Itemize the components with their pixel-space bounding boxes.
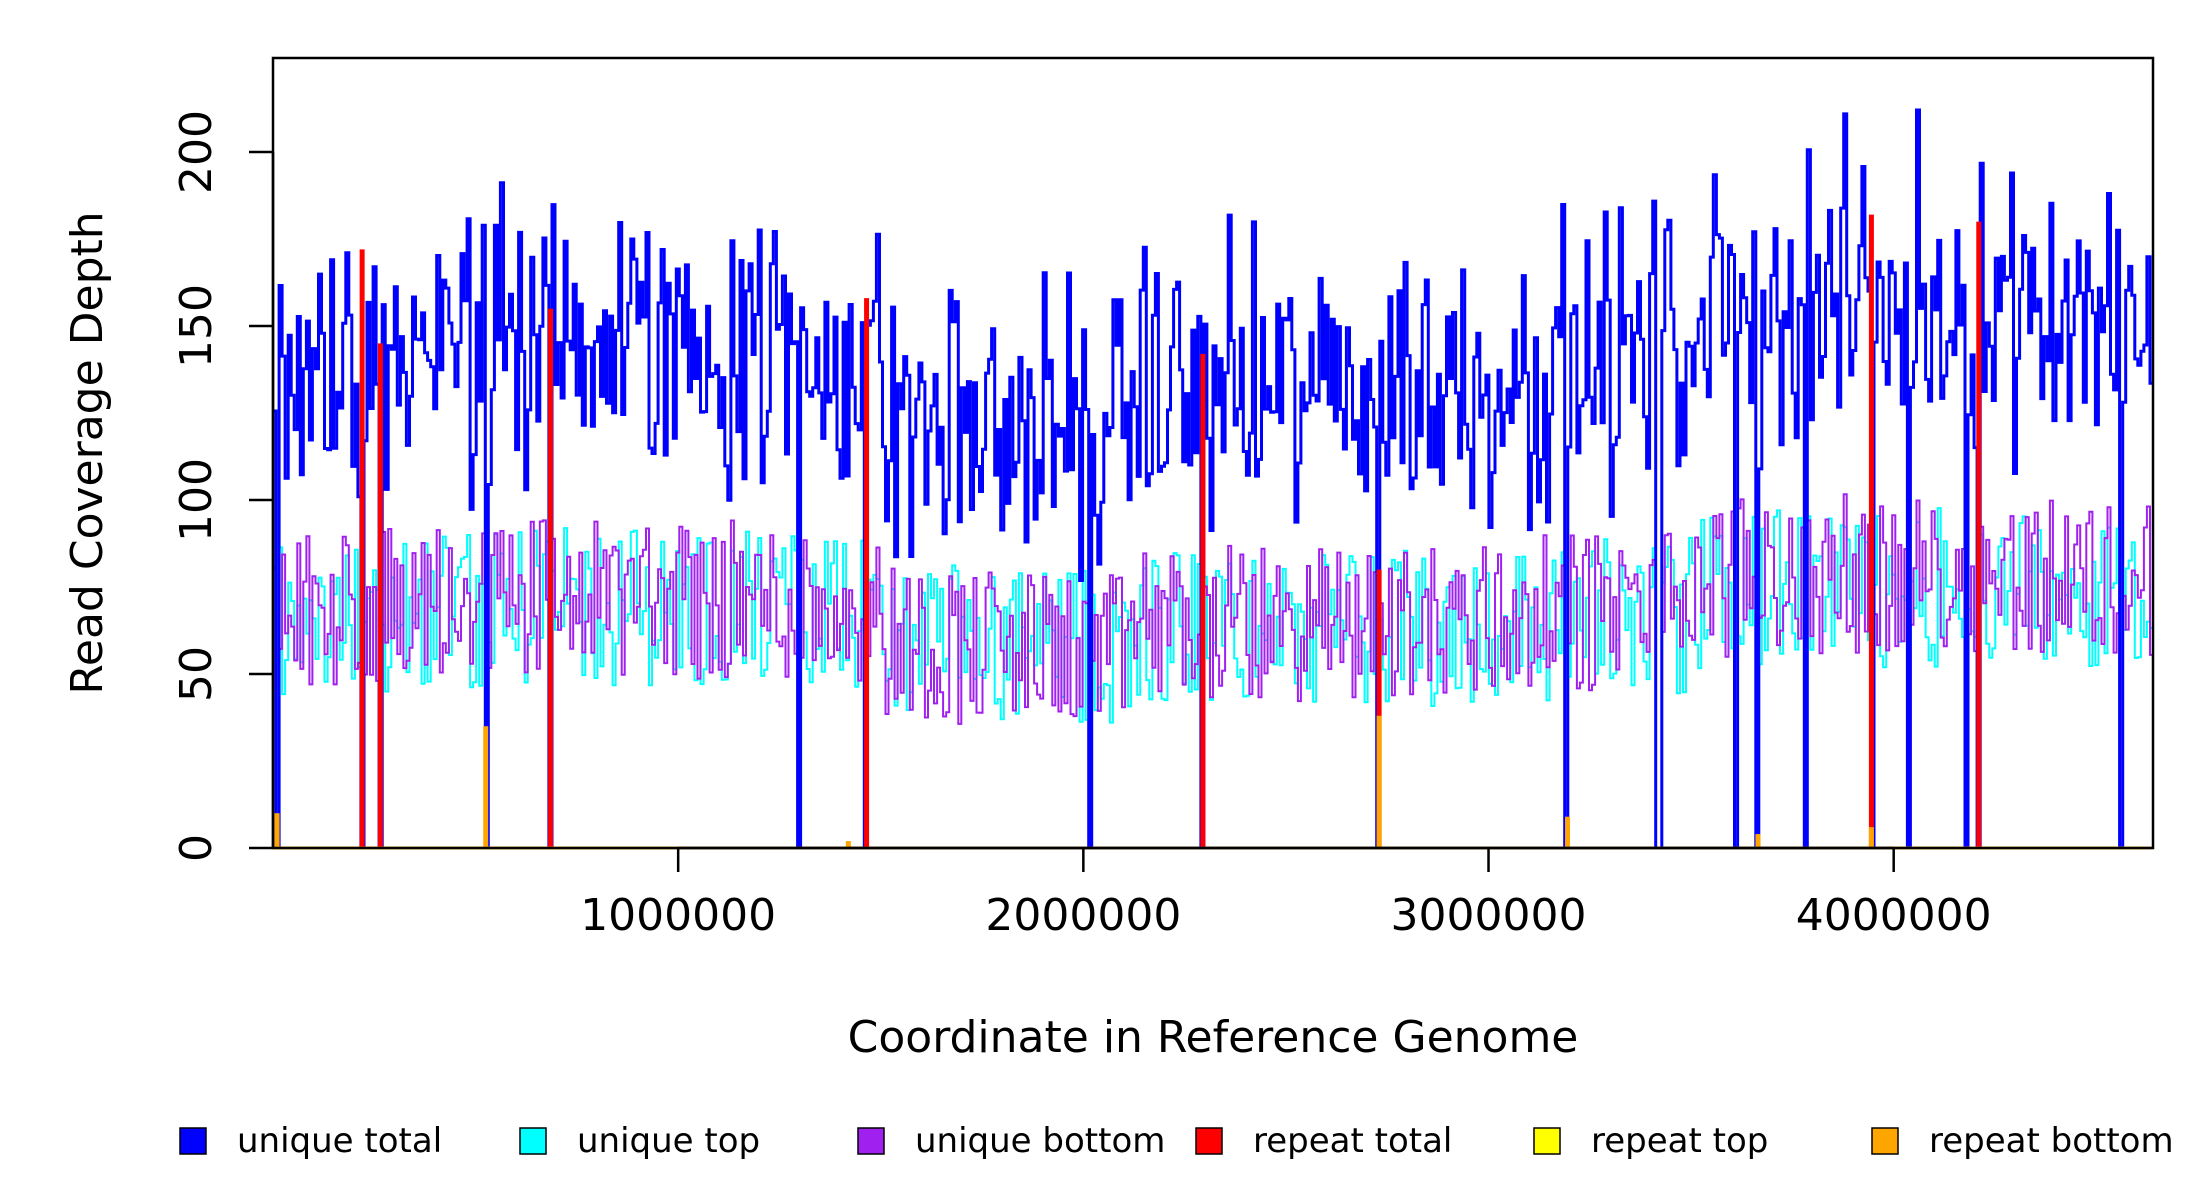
x-tick-label: 4000000 — [1796, 890, 1992, 941]
y-tick-label: 100 — [171, 458, 222, 542]
legend: unique total unique top unique bottom repea… — [179, 1121, 2174, 1161]
y-tick-label: 200 — [171, 110, 222, 194]
x-tick-label: 3000000 — [1391, 890, 1587, 941]
y-axis: 0 50 100 150 200 — [171, 110, 275, 862]
y-tick-label: 0 — [171, 834, 222, 862]
x-axis: 1000000 2000000 3000000 4000000 — [580, 846, 1992, 941]
legend-label: repeat top — [1591, 1121, 1768, 1161]
legend-swatch — [1195, 1127, 1223, 1155]
legend-label: repeat total — [1253, 1121, 1452, 1161]
legend-swatch — [519, 1127, 547, 1155]
legend-label: unique bottom — [915, 1121, 1165, 1161]
y-tick-label: 150 — [171, 284, 222, 368]
y-axis-label: Read Coverage Depth — [62, 211, 113, 694]
legend-swatch — [857, 1127, 885, 1155]
x-axis-label: Coordinate in Reference Genome — [848, 1012, 1579, 1063]
legend-label: repeat bottom — [1929, 1121, 2174, 1161]
series-unique-bottom — [273, 493, 2153, 849]
x-tick-label: 2000000 — [985, 890, 1181, 941]
legend-swatch — [179, 1127, 207, 1155]
y-tick-label: 50 — [171, 646, 222, 702]
legend-swatch — [1533, 1127, 1561, 1155]
x-tick-label: 1000000 — [580, 890, 776, 941]
legend-label: unique total — [237, 1121, 442, 1161]
legend-swatch — [1871, 1127, 1899, 1155]
legend-label: unique top — [577, 1121, 760, 1161]
series-unique-total — [273, 108, 2153, 850]
